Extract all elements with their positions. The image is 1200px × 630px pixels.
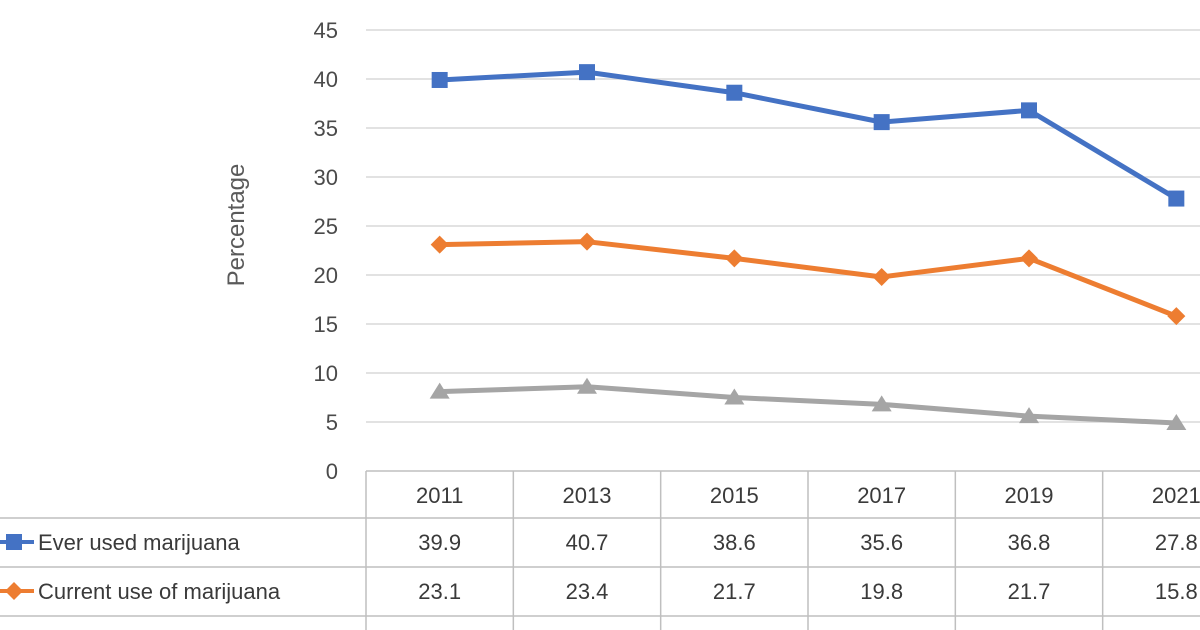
table-value: 15.8: [1155, 579, 1198, 604]
x-category-label: 2017: [857, 483, 906, 508]
data-point-marker: [725, 249, 744, 268]
series-3: [429, 377, 1187, 430]
legend-key: [0, 582, 34, 600]
table-value: 23.1: [418, 579, 461, 604]
y-tick-label: 20: [314, 263, 338, 288]
y-tick-label: 25: [314, 214, 338, 239]
series-1: [431, 64, 1185, 207]
data-table: 2011 2013 2015 2017 2019 2021 Ever used mariju…: [0, 470, 1200, 630]
y-tick-label: 15: [314, 312, 338, 337]
table-value: 39.9: [418, 530, 461, 555]
data-point-marker: [5, 582, 23, 600]
data-point-marker: [1021, 102, 1037, 119]
y-tick-label: 45: [314, 18, 338, 43]
table-value: 8.6: [572, 628, 603, 630]
table-value: 40.7: [566, 530, 609, 555]
data-point-marker: [1166, 413, 1187, 430]
gridlines: [366, 29, 1200, 423]
y-tick-label: 10: [314, 361, 338, 386]
y-tick-label: 5: [326, 410, 338, 435]
data-point-marker: [577, 377, 597, 394]
table-value: 21.7: [1008, 579, 1051, 604]
x-category-label: 2015: [710, 483, 759, 508]
table-value: 21.7: [713, 579, 756, 604]
data-point-marker: [1167, 307, 1186, 326]
data-point-marker: [871, 395, 892, 412]
y-tick-label: 30: [314, 165, 338, 190]
series-line: [439, 239, 1178, 319]
data-point-marker: [724, 388, 745, 405]
table-value: 35.6: [860, 530, 903, 555]
data-point-marker: [1168, 190, 1185, 207]
data-point-marker: [6, 534, 22, 550]
table-value: 36.8: [1008, 530, 1051, 555]
table-value: 19.8: [860, 579, 903, 604]
data-point-marker: [873, 114, 890, 131]
y-tick-label: 35: [314, 116, 338, 141]
table-value: 7.5: [719, 628, 750, 630]
table-value: 6.8: [866, 628, 897, 630]
data-point-marker: [1019, 407, 1039, 424]
data-point-marker: [431, 71, 448, 88]
data-point-marker: [726, 84, 743, 101]
table-value: 4.9: [1161, 628, 1192, 630]
data-point-marker: [872, 267, 891, 286]
series-line: [439, 69, 1178, 201]
series-2: [430, 232, 1186, 326]
legend-key: [0, 534, 34, 550]
x-category-label: 2013: [563, 483, 612, 508]
data-point-marker: [429, 382, 450, 399]
data-point-marker: [430, 235, 449, 254]
y-axis: 0 5 10 15 20 25 30 35 40 45: [314, 18, 338, 484]
table-value: 38.6: [713, 530, 756, 555]
x-category-label: 2021: [1152, 483, 1200, 508]
x-category-label: 2019: [1005, 483, 1054, 508]
legend-entry: Ever used marijuana: [38, 530, 241, 555]
data-point-marker: [578, 232, 596, 251]
data-point-marker: [1020, 249, 1038, 268]
data-point-marker: [579, 64, 595, 81]
y-tick-label: 0: [326, 459, 338, 484]
series-lines: [429, 64, 1187, 430]
series-line: [439, 384, 1177, 426]
legend-entry: Current use of marijuana: [38, 579, 281, 604]
x-category-label: 2011: [416, 483, 463, 508]
table-value: 27.8: [1155, 530, 1198, 555]
table-value: 5.6: [1014, 628, 1045, 630]
y-tick-label: 40: [314, 67, 338, 92]
y-axis-title: Percentage: [223, 164, 250, 287]
table-value: 8.1: [424, 628, 455, 630]
table-value: 23.4: [566, 579, 609, 604]
